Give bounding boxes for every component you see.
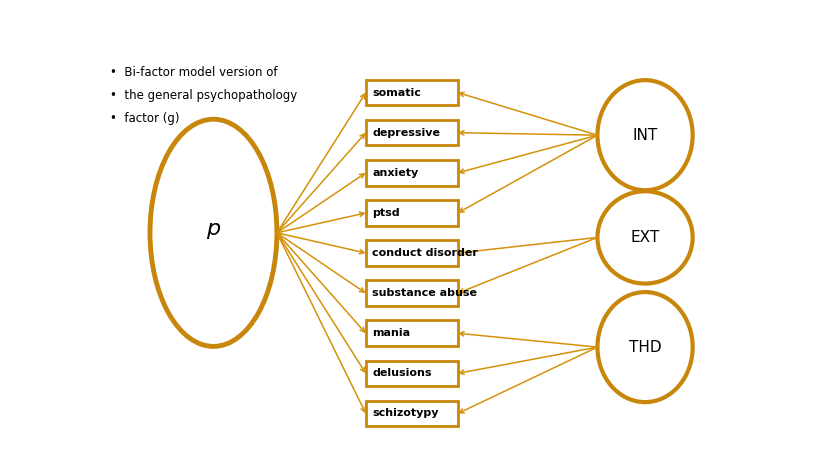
FancyBboxPatch shape <box>366 401 458 426</box>
Text: THD: THD <box>629 340 662 355</box>
Text: p: p <box>206 219 220 239</box>
Ellipse shape <box>598 292 693 402</box>
Text: INT: INT <box>632 128 658 143</box>
Text: EXT: EXT <box>631 230 659 245</box>
Text: substance abuse: substance abuse <box>372 288 477 298</box>
Text: •  Bi-factor model version of: • Bi-factor model version of <box>110 66 278 79</box>
FancyBboxPatch shape <box>366 280 458 306</box>
Text: somatic: somatic <box>372 88 421 98</box>
Text: •  the general psychopathology: • the general psychopathology <box>110 89 297 102</box>
Ellipse shape <box>598 191 693 284</box>
Text: conduct disorder: conduct disorder <box>372 248 478 258</box>
FancyBboxPatch shape <box>366 200 458 226</box>
Text: mania: mania <box>372 328 410 338</box>
Text: ptsd: ptsd <box>372 208 400 218</box>
FancyBboxPatch shape <box>366 120 458 146</box>
FancyBboxPatch shape <box>366 320 458 346</box>
Text: delusions: delusions <box>372 368 432 378</box>
FancyBboxPatch shape <box>366 240 458 266</box>
FancyBboxPatch shape <box>366 80 458 106</box>
FancyBboxPatch shape <box>366 160 458 186</box>
FancyBboxPatch shape <box>366 361 458 386</box>
Text: •  factor (g): • factor (g) <box>110 112 179 125</box>
Text: schizotypy: schizotypy <box>372 408 439 419</box>
Ellipse shape <box>150 119 277 346</box>
Text: anxiety: anxiety <box>372 168 419 178</box>
Text: depressive: depressive <box>372 128 440 138</box>
Ellipse shape <box>598 80 693 190</box>
